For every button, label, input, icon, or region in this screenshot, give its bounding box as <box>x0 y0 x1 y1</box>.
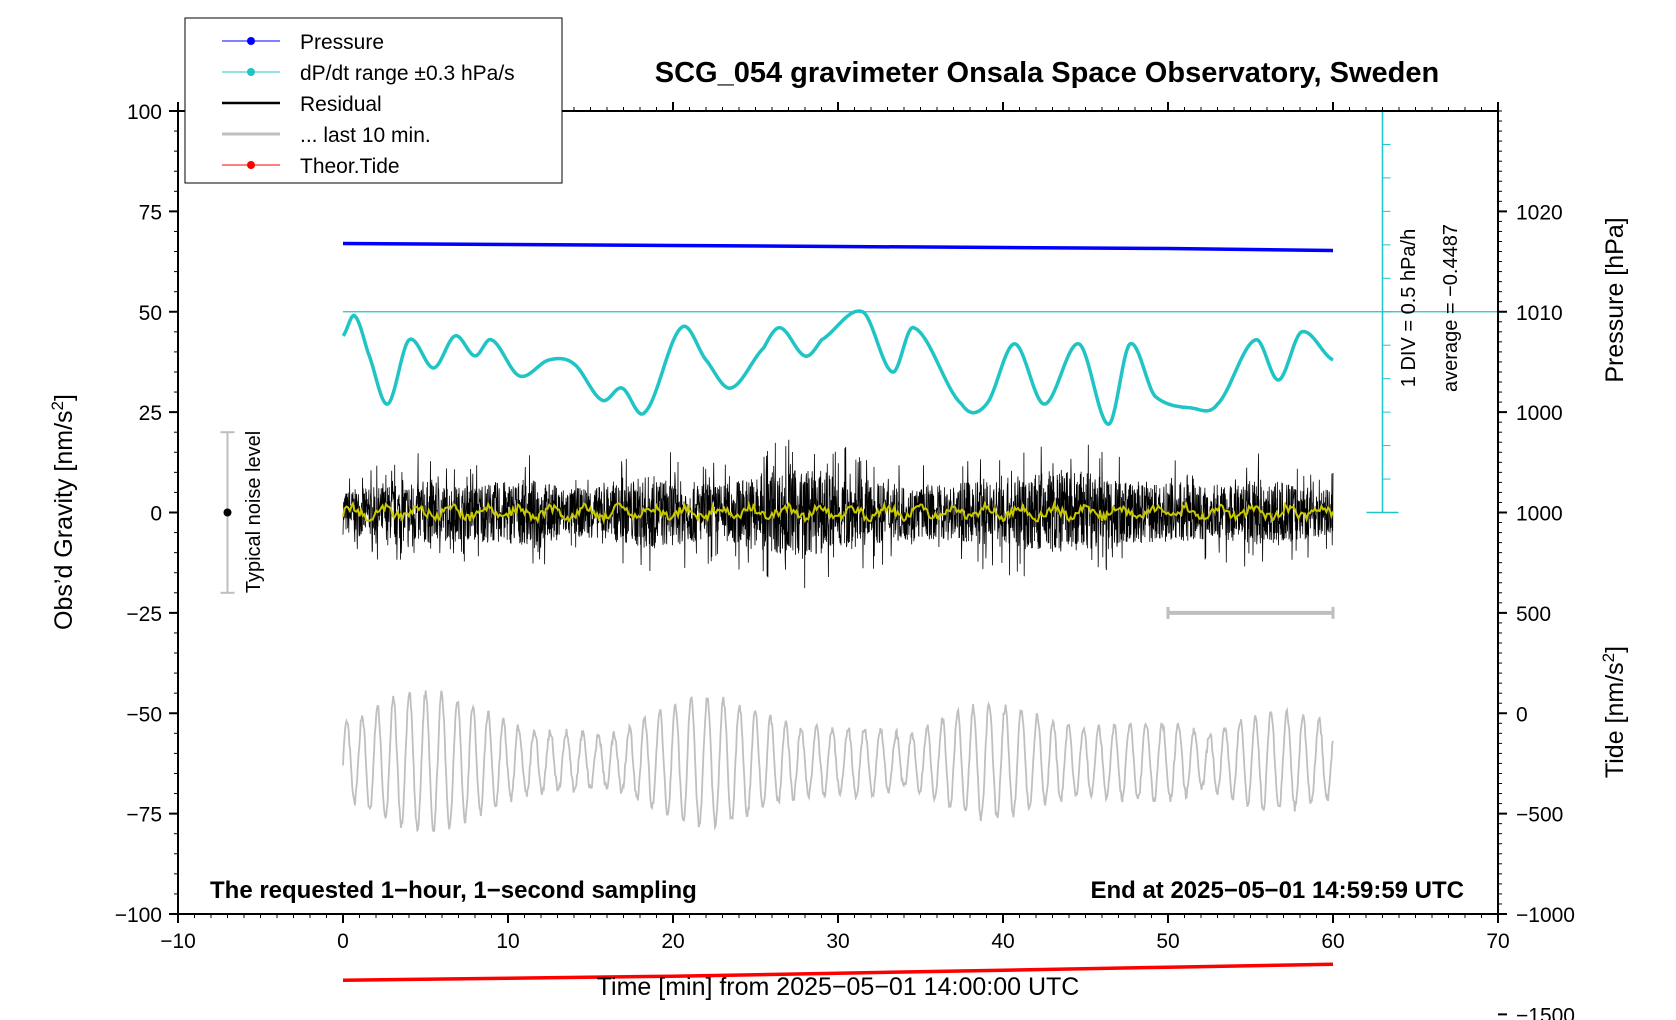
legend-label: dP/dt range ±0.3 hPa/s <box>300 62 515 85</box>
noise-bar-center <box>223 508 232 517</box>
x-tick-label: 0 <box>337 930 349 953</box>
pressure-axis-title: Pressure [hPa] <box>1601 217 1629 382</box>
theor-tide-line <box>342 962 1334 982</box>
legend-marker <box>247 37 255 45</box>
chart-title: SCG_054 gravimeter Onsala Space Observat… <box>655 57 1439 89</box>
legend-label: Residual <box>300 93 382 116</box>
legend-marker <box>247 161 255 169</box>
yellow-smooth-trace <box>342 499 1334 526</box>
x-tick-label: 60 <box>1321 930 1344 953</box>
legend-marker <box>247 68 255 76</box>
tide-tick-label: 500 <box>1516 603 1551 626</box>
footer-sampling-text: The requested 1−hour, 1−second sampling <box>210 877 697 904</box>
tide-axis-title-sup: 2 <box>1599 653 1618 662</box>
x-tick-label: 20 <box>661 930 684 953</box>
y-axis-ticks: −100 −75 −50 −25 0 25 50 75 100 <box>115 101 178 927</box>
y-tick-label: 25 <box>139 402 162 425</box>
tide-axis-title-end: ] <box>1601 646 1629 653</box>
tide-tick-label: −500 <box>1516 804 1563 827</box>
legend-box <box>184 17 563 184</box>
y-axis-title-left: Obs’d Gravity [nm/s2] <box>48 394 78 630</box>
tide-tick-label: −1500 <box>1516 1004 1575 1020</box>
pressure-line <box>342 241 1334 253</box>
tide-tick-label: 0 <box>1516 703 1528 726</box>
y-tick-label: −100 <box>115 904 162 927</box>
tide-axis-title-main: Tide [nm/s <box>1601 662 1629 778</box>
x-tick-label: 10 <box>496 930 519 953</box>
legend-label: Pressure <box>300 31 384 54</box>
x-tick-label: 70 <box>1486 930 1509 953</box>
legend-label: Theor.Tide <box>300 155 400 178</box>
dpdt-line <box>341 309 1334 427</box>
tide-tick-label: −1000 <box>1516 904 1575 927</box>
x-tick-label: 30 <box>826 930 849 953</box>
y-tick-label: −75 <box>126 804 162 827</box>
plot-area <box>220 110 1498 982</box>
y-tick-label: 100 <box>127 101 162 124</box>
x-axis-title: Time [min] from 2025−05−01 14:00:00 UTC <box>597 973 1080 1001</box>
pressure-tick-label: 1010 <box>1516 302 1563 325</box>
y-tick-label: −25 <box>126 603 162 626</box>
residual-line <box>342 439 1334 589</box>
x-tick-label: 50 <box>1156 930 1179 953</box>
y-axis-title-left-sup: 2 <box>48 401 67 410</box>
pressure-tick-label: 1000 <box>1516 402 1563 425</box>
tide-tick-label: 1000 <box>1516 503 1563 526</box>
y-tick-label: 50 <box>139 302 162 325</box>
y-tick-label: −50 <box>126 703 162 726</box>
y-axis-title-left-main: Obs’d Gravity [nm/s <box>50 410 78 630</box>
y-axis-title-left-end: ] <box>50 394 78 401</box>
y-tick-label: 0 <box>150 503 162 526</box>
legend: Pressure dP/dt range ±0.3 hPa/s Residual..… <box>184 17 563 184</box>
average-label: average = −0.4487 <box>1440 224 1462 392</box>
grey-gravity-trace <box>342 690 1334 833</box>
footer-end-time-text: End at 2025−05−01 14:59:59 UTC <box>1090 877 1464 904</box>
pressure-tick-label: 1020 <box>1516 201 1563 224</box>
noise-level-label: Typical noise level <box>243 431 265 593</box>
tide-axis-ticks: −1500 −1000 −500 0 500 1000 <box>1498 503 1575 1020</box>
x-tick-label: 40 <box>991 930 1014 953</box>
legend-label: ... last 10 min. <box>300 124 431 147</box>
x-axis-ticks: −10 0 10 20 30 40 50 60 70 <box>160 102 1510 953</box>
pressure-axis-ticks: 1000 1010 1020 <box>1498 110 1563 915</box>
x-tick-label: −10 <box>160 930 196 953</box>
tide-axis-title: Tide [nm/s2] <box>1599 646 1629 778</box>
y-tick-label: 75 <box>139 201 162 224</box>
div-scale-label: 1 DIV = 0.5 hPa/h <box>1398 229 1420 387</box>
